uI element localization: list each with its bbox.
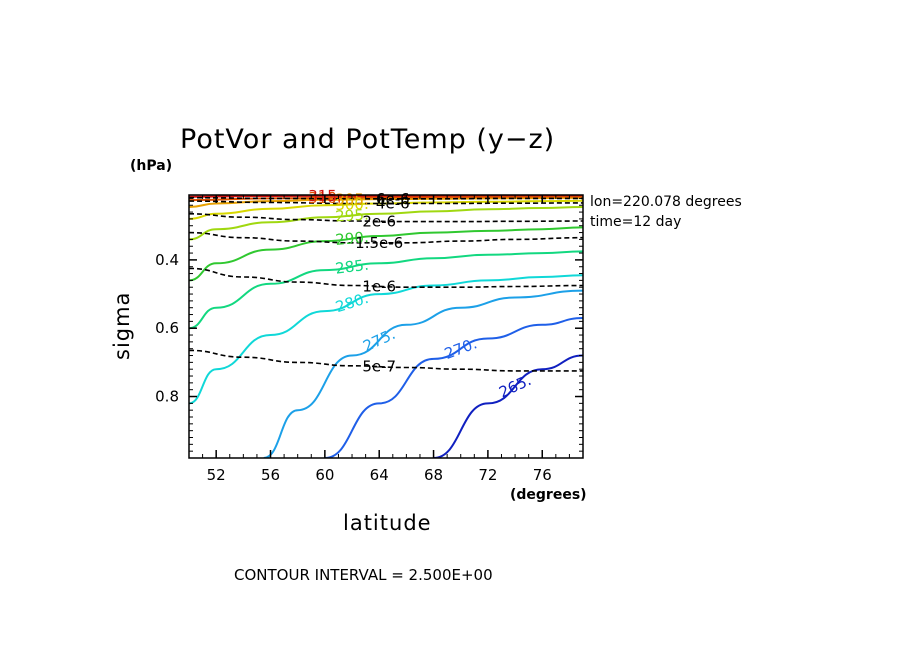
contour-labels: 265.270.275.280.285.290.295.300.305.310.… <box>308 187 534 402</box>
x-axis-label: latitude <box>343 511 432 535</box>
axes: 52 56 60 64 68 72 76 0.4 0.6 0.8 <box>155 195 584 484</box>
pv-contour <box>189 349 583 372</box>
theta-contour-label: 285. <box>334 256 369 278</box>
y-axis-unit: (hPa) <box>130 158 173 174</box>
theta-contour-300 <box>189 199 583 220</box>
y-tick-label: 0.4 <box>155 251 179 269</box>
longitude-info: lon=220.078 degrees <box>590 194 742 210</box>
theta-contour-label: 275. <box>360 325 398 355</box>
x-tick-label: 64 <box>370 466 389 484</box>
pv-contour <box>189 267 583 289</box>
theta-contour-275 <box>263 289 583 458</box>
pv-contour-label: 1e-6 <box>362 277 396 295</box>
plot-frame <box>188 194 584 459</box>
pv-contour-label: 2e-6 <box>362 212 396 230</box>
pv-contour-label: 4e-6 <box>376 195 410 213</box>
chart-title: PotVor and PotTemp (y−z) <box>180 124 556 155</box>
theta-contour-label: 265. <box>496 371 534 401</box>
x-tick-label: 52 <box>207 466 226 484</box>
theta-contour-label: 290. <box>335 228 370 249</box>
x-tick-label: 60 <box>315 466 334 484</box>
theta-contour-label: 270. <box>442 334 480 363</box>
pv-contour <box>189 200 583 205</box>
theta-contour-265 <box>433 354 583 458</box>
theta-contour-label: 295. <box>335 205 369 225</box>
y-tick-label: 0.8 <box>155 388 179 406</box>
time-info: time=12 day <box>590 214 682 230</box>
theta-contour-270 <box>324 317 583 458</box>
pv-contour-label: 1.5e-6 <box>355 234 403 252</box>
x-tick-label: 68 <box>424 466 443 484</box>
pv-contour <box>189 196 583 200</box>
x-tick-label: 76 <box>533 466 552 484</box>
contour-interval-note: CONTOUR INTERVAL = 2.500E+00 <box>234 566 493 584</box>
x-tick-label: 72 <box>478 466 497 484</box>
pv-contour <box>189 231 583 244</box>
theta-contour-290 <box>189 226 583 282</box>
theta-contour-280 <box>189 274 583 405</box>
pv-contour <box>189 213 583 223</box>
theta-contour-285 <box>189 250 583 330</box>
theta-contour-label: 300. <box>335 195 369 214</box>
potential-vorticity-contours <box>189 196 583 372</box>
x-tick-label: 56 <box>261 466 280 484</box>
y-tick-label: 0.6 <box>155 319 179 337</box>
x-axis-unit: (degrees) <box>510 487 587 503</box>
pv-contour-label: 5e-7 <box>362 358 396 376</box>
theta-contour-295 <box>189 206 583 241</box>
